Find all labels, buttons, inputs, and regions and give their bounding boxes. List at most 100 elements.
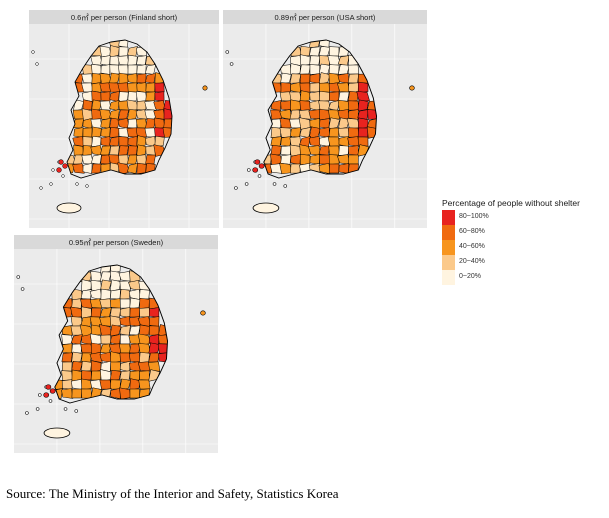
legend-items: 80~100% 60~80% 40~60% 20~40% 0~20% — [442, 210, 602, 285]
small-island — [272, 182, 277, 186]
district — [319, 136, 330, 147]
district — [100, 136, 111, 147]
district — [118, 154, 129, 165]
legend-item: 20~40% — [442, 255, 602, 270]
district — [290, 81, 301, 94]
district — [71, 388, 83, 399]
small-island — [85, 184, 89, 188]
district — [110, 361, 121, 372]
district — [129, 388, 140, 399]
district — [119, 352, 131, 363]
district — [309, 55, 321, 66]
small-island — [39, 186, 43, 190]
district — [73, 144, 84, 157]
legend-title: Percentage of people without shelter — [442, 198, 580, 208]
district — [136, 73, 147, 84]
district — [99, 45, 112, 58]
district — [328, 109, 341, 120]
district — [135, 118, 148, 129]
legend-item: 40~60% — [442, 240, 602, 255]
district — [154, 135, 165, 148]
district — [110, 270, 121, 283]
legend-swatch — [442, 240, 455, 255]
district — [109, 108, 120, 120]
district — [136, 162, 147, 175]
district — [138, 343, 151, 354]
district — [337, 55, 350, 66]
district — [319, 40, 330, 48]
district — [71, 298, 83, 309]
island-district — [43, 392, 50, 398]
district — [328, 64, 340, 75]
district — [118, 46, 129, 57]
district — [139, 324, 150, 337]
district — [154, 82, 165, 93]
district — [337, 117, 350, 130]
district — [117, 109, 130, 120]
district — [80, 352, 93, 363]
district — [100, 288, 112, 301]
district — [118, 127, 129, 138]
district — [82, 163, 93, 174]
district — [110, 387, 121, 400]
district — [328, 72, 340, 85]
district — [62, 343, 73, 354]
district — [109, 90, 120, 103]
district — [80, 388, 93, 399]
district — [90, 370, 102, 381]
district — [318, 72, 331, 85]
district — [319, 82, 330, 93]
district — [82, 127, 93, 138]
district — [100, 127, 111, 138]
small-island — [75, 182, 79, 186]
district — [346, 118, 361, 129]
district — [128, 352, 141, 363]
district — [280, 136, 292, 147]
district — [299, 64, 311, 75]
ulleung-island — [202, 85, 208, 91]
small-island — [16, 275, 21, 279]
district — [119, 378, 132, 391]
district — [279, 162, 293, 175]
district — [270, 136, 282, 147]
small-island — [234, 186, 238, 190]
district — [129, 378, 141, 391]
district — [127, 136, 138, 147]
district — [280, 154, 292, 165]
small-island — [51, 168, 55, 172]
district — [127, 82, 138, 93]
district — [269, 82, 283, 93]
small-island — [229, 62, 234, 66]
district — [109, 45, 120, 58]
small-island — [48, 399, 53, 403]
district — [135, 91, 148, 102]
legend-label: 20~40% — [459, 258, 485, 265]
district — [109, 72, 120, 85]
district — [337, 109, 351, 120]
district — [91, 126, 102, 139]
district — [366, 126, 377, 139]
district — [139, 352, 150, 363]
district — [318, 108, 330, 121]
district — [299, 82, 311, 93]
district — [91, 324, 102, 337]
district — [110, 265, 121, 274]
district — [347, 91, 360, 102]
district — [61, 334, 73, 345]
district — [109, 127, 120, 138]
district — [148, 361, 161, 372]
district — [299, 153, 311, 166]
district — [54, 379, 63, 390]
district — [127, 73, 138, 84]
district — [309, 91, 321, 102]
legend-swatch — [442, 255, 455, 270]
district — [109, 99, 120, 112]
district — [136, 64, 147, 75]
district — [148, 352, 160, 363]
district — [154, 91, 165, 102]
small-island — [31, 50, 35, 54]
district — [99, 109, 112, 120]
district — [357, 136, 369, 147]
district — [119, 315, 131, 328]
district — [145, 82, 156, 93]
